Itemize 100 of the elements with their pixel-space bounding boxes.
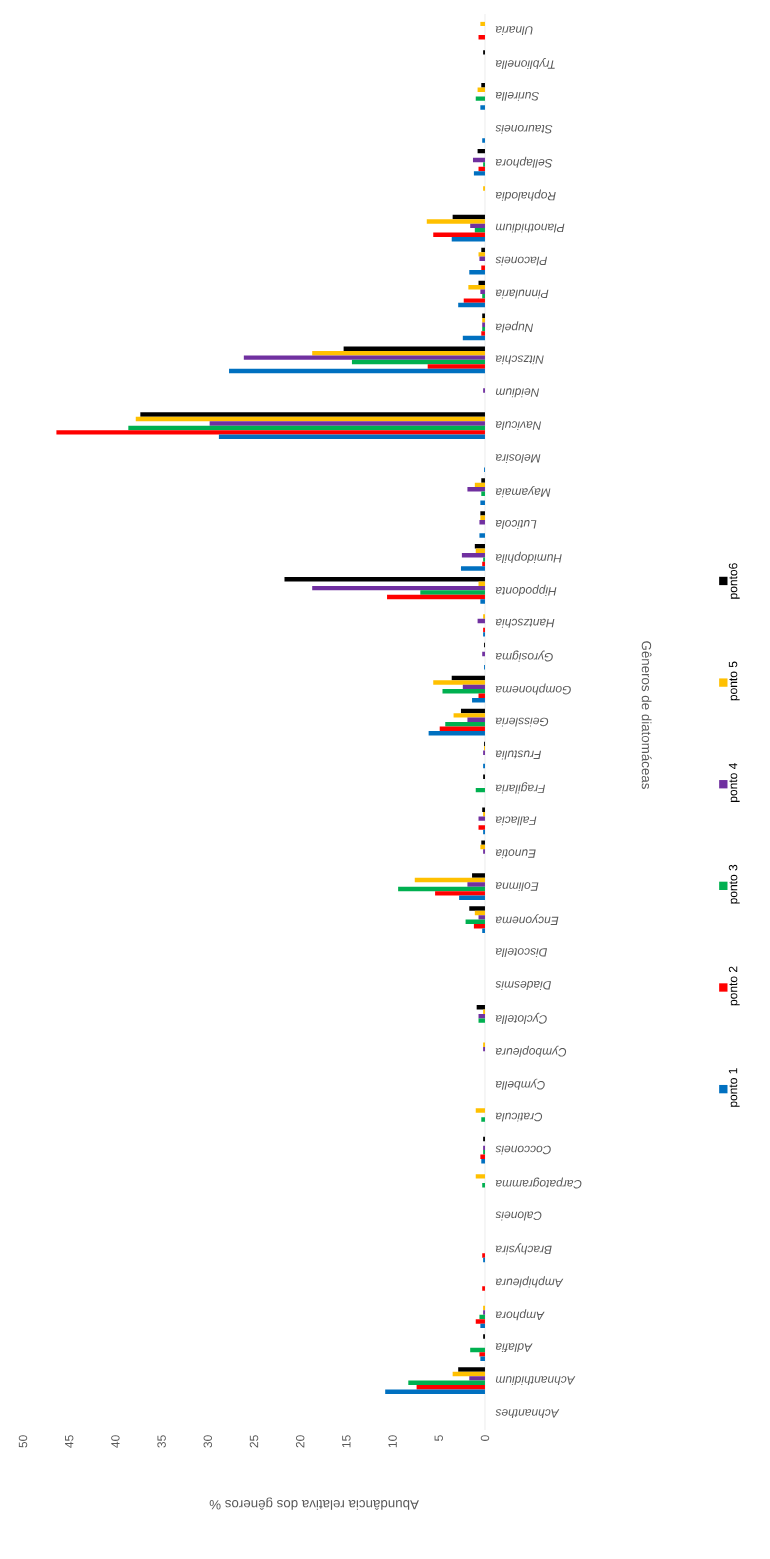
y-tick-label: Rophalodia	[495, 189, 556, 201]
legend-label: ponto 5	[728, 661, 740, 701]
x-tick-label: 20	[295, 1435, 305, 1448]
legend-label: ponto 4	[728, 763, 740, 802]
y-tick-label: Caloneis	[495, 1211, 542, 1221]
y-tick-label: Encyonema	[495, 914, 559, 925]
y-tick-label: Gyrosigma	[495, 650, 553, 662]
x-tick-label: 50	[18, 1435, 28, 1448]
y-tick-label: Carpatogramma	[495, 1177, 582, 1189]
bar	[474, 228, 485, 233]
bar	[472, 873, 485, 878]
bar	[475, 1108, 485, 1113]
y-tick-label: Surirella	[495, 91, 540, 101]
y-tick-label: Sellaphora	[495, 156, 553, 168]
bar	[475, 96, 485, 101]
bar	[433, 680, 485, 685]
y-tick-label: Adlafia	[495, 1343, 533, 1353]
bar	[473, 924, 485, 929]
y-tick-label: Planothidium	[495, 223, 565, 233]
y-tick-label: Hantzschia	[495, 618, 555, 628]
legend-label: ponto6	[728, 563, 740, 599]
bar	[479, 1352, 485, 1357]
bar	[128, 425, 485, 431]
y-tick-label: Stauroneis	[495, 124, 553, 134]
y-tick-label: Discotella	[495, 948, 548, 957]
legend-label: ponto 2	[728, 966, 740, 1006]
bar	[416, 1385, 485, 1390]
y-tick-label: Placoneis	[495, 256, 548, 266]
bar	[468, 285, 485, 290]
y-tick-label: Melosira	[495, 454, 541, 464]
bar	[467, 487, 485, 492]
y-tick-label: Frustulia	[495, 750, 542, 760]
bar	[460, 566, 485, 571]
y-tick-label: Luticola	[495, 520, 537, 529]
y-tick-label: Eunotia	[495, 849, 536, 859]
x-tick-label: 0	[480, 1435, 490, 1441]
x-tick-label: 15	[342, 1435, 351, 1448]
bar	[469, 1376, 485, 1381]
bar	[458, 1367, 485, 1372]
y-tick-label: Fallacia	[495, 816, 537, 826]
x-tick-label: 35	[157, 1435, 166, 1448]
y-tick-label: Diadesmis	[495, 981, 552, 990]
y-tick-label: Achnanthes	[495, 1409, 560, 1418]
y-tick-label: Cocconeis	[495, 1145, 551, 1155]
bar	[420, 590, 485, 595]
bar	[481, 478, 485, 483]
bar	[481, 840, 485, 845]
y-tick-label: Amphora	[495, 1309, 545, 1321]
y-tick-label: Amphipleura	[495, 1276, 564, 1288]
bar	[481, 265, 485, 270]
y-tick-label: Hippodonta	[495, 584, 557, 596]
bar	[475, 1319, 485, 1324]
y-tick-label: Gomphonema	[495, 683, 571, 695]
legend-label: ponto 3	[728, 864, 740, 904]
bar	[442, 689, 485, 694]
bar	[469, 906, 485, 911]
bar	[453, 713, 485, 718]
bar	[56, 430, 485, 435]
bar	[474, 544, 485, 549]
bar	[140, 412, 485, 417]
bar	[312, 350, 485, 356]
y-tick-label: Tryblionella	[495, 57, 555, 70]
bar	[482, 561, 485, 567]
legend-label: ponto 1	[728, 1068, 740, 1107]
y-tick-label: Cymbella	[495, 1078, 545, 1090]
bar	[480, 105, 485, 110]
bar	[481, 331, 485, 336]
bar	[479, 533, 485, 538]
x-axis-title: Abundância relativa dos gêneros %	[209, 1497, 419, 1510]
x-tick-label: 25	[249, 1435, 259, 1448]
bar	[476, 1005, 485, 1010]
y-tick-label: Mayamaia	[495, 485, 551, 498]
y-tick-label: Ulnaria	[495, 26, 533, 35]
x-tick-label: 5	[434, 1435, 443, 1441]
bar	[284, 577, 485, 582]
x-tick-label: 45	[65, 1435, 74, 1448]
y-tick-label: Eolimna	[495, 882, 539, 892]
y-tick-label: Achnanthidium	[495, 1376, 576, 1386]
bar	[481, 83, 485, 88]
bar	[439, 726, 485, 731]
y-tick-label: Brachysira	[495, 1243, 552, 1255]
bar	[475, 1174, 485, 1179]
y-tick-label: Geissleria	[495, 717, 549, 727]
bar	[480, 599, 485, 604]
y-tick-label: Fragilaria	[495, 782, 546, 794]
y-tick-label: Cymbopleura	[495, 1045, 567, 1057]
bar	[218, 434, 485, 440]
y-tick-label: Cyclotella	[495, 1012, 547, 1024]
bar	[467, 882, 485, 887]
bar	[435, 891, 485, 896]
bar	[427, 364, 485, 369]
bar	[480, 500, 485, 505]
y-tick-label: Nupela	[495, 321, 534, 333]
y-tick-label: Craticula	[495, 1112, 543, 1122]
bar	[229, 368, 485, 374]
bar	[463, 298, 485, 303]
bar	[426, 219, 485, 224]
y-tick-label: Pinnularia	[495, 289, 549, 299]
x-tick-label: 10	[388, 1435, 397, 1448]
x-tick-label: 30	[203, 1435, 213, 1448]
